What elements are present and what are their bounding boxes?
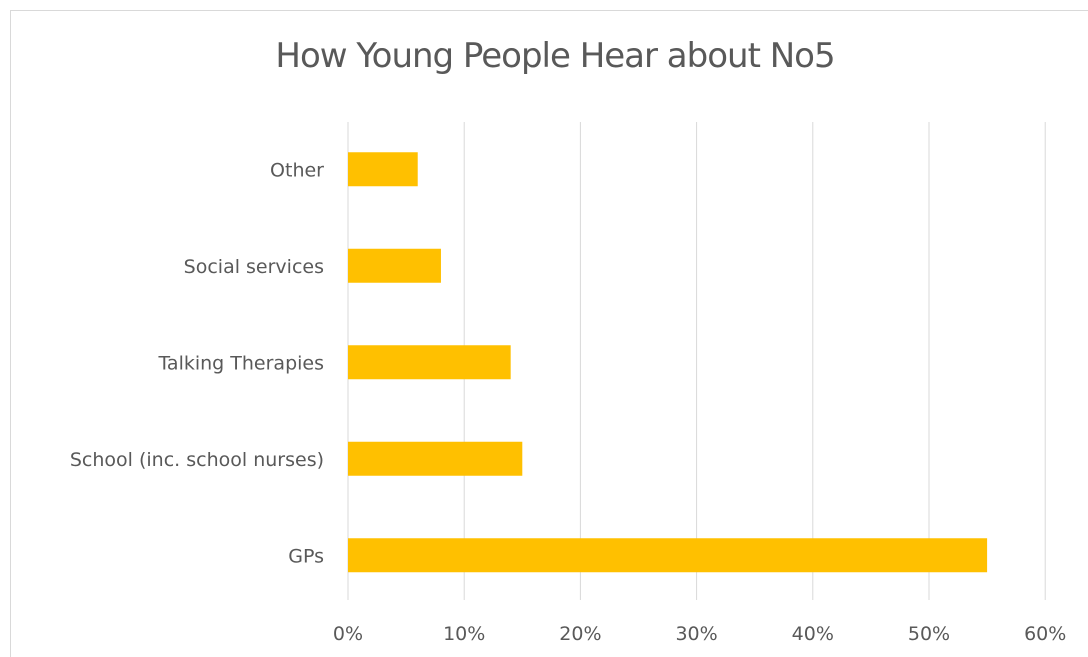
x-tick-label: 30% (675, 623, 717, 645)
category-label: Other (270, 159, 324, 181)
category-label: GPs (288, 545, 324, 567)
x-tick-label: 60% (1024, 623, 1066, 645)
bar (348, 152, 418, 187)
x-tick-label: 40% (792, 623, 834, 645)
x-tick-label: 50% (908, 623, 950, 645)
category-label: Talking Therapies (157, 352, 324, 374)
category-label: Social services (184, 256, 324, 278)
x-tick-label: 20% (559, 623, 601, 645)
bar (348, 345, 511, 380)
x-tick-label: 0% (333, 623, 363, 645)
chart-title: How Young People Hear about No5 (275, 36, 835, 76)
bar (348, 248, 441, 283)
bar (348, 441, 523, 476)
category-label: School (inc. school nurses) (70, 449, 324, 471)
bar (348, 538, 988, 573)
x-tick-label: 10% (443, 623, 485, 645)
